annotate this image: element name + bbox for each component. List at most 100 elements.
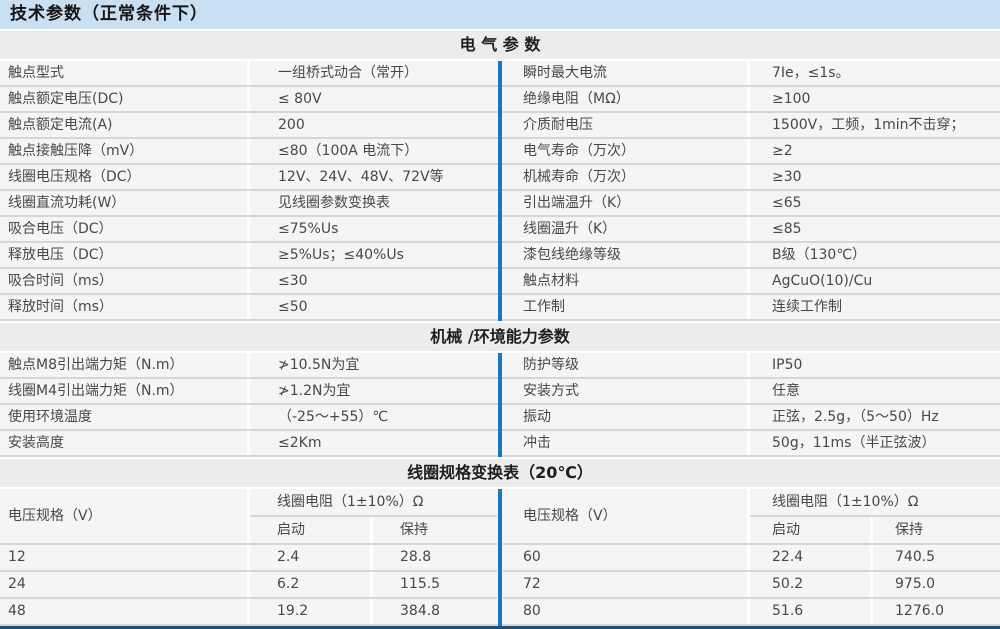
column-gap	[247, 599, 250, 624]
coil-hold-cell: 28.8	[373, 545, 497, 570]
coil-table-left: 电压规格（V） 线圈电阻（1±10%）Ω 启动 保持 12 2.4 28.8 24 6.…	[0, 489, 497, 626]
spec-value: AgCuO(10)/Cu	[750, 269, 1000, 293]
spec-label: 绝缘电阻（MΩ）	[503, 87, 747, 111]
coil-start-cell: 22.4	[750, 545, 870, 570]
column-gap	[247, 353, 250, 377]
column-gap	[870, 599, 873, 624]
column-gap	[247, 217, 250, 241]
column-gap	[747, 599, 750, 624]
column-gap	[247, 243, 250, 267]
column-gap	[247, 87, 250, 111]
spec-label: 触点接触压降（mV）	[0, 139, 247, 163]
spec-value: ≤50	[250, 295, 497, 319]
spec-value: ≥2	[750, 139, 1000, 163]
column-gap	[870, 517, 873, 543]
spec-label: 瞬时最大电流	[503, 61, 747, 85]
spec-value: 任意	[750, 379, 1000, 403]
column-gap	[370, 517, 373, 543]
spec-value: ≥30	[750, 165, 1000, 189]
spec-value: 200	[250, 113, 497, 137]
coil-table-header: 电压规格（V） 线圈电阻（1±10%）Ω 启动 保持	[503, 489, 1000, 545]
column-gap	[370, 545, 373, 570]
column-gap	[247, 431, 250, 455]
coil-table-right: 电压规格（V） 线圈电阻（1±10%）Ω 启动 保持 60 22.4 740.5 72…	[503, 489, 1000, 626]
column-divider-line	[498, 489, 502, 626]
spec-value: 1500V，工频，1min不击穿；	[750, 113, 1000, 137]
column-gap	[247, 379, 250, 403]
spec-row: 释放电压（DC） ≥5%Us；≤40%Us 漆包线绝缘等级 B级（130℃）	[0, 243, 1000, 269]
coil-resistance-header: 线圈电阻（1±10%）Ω	[250, 489, 497, 517]
coil-data-row: 24 6.2 115.5	[0, 572, 497, 599]
voltage-spec-header: 电压规格（V）	[503, 489, 747, 543]
column-gap	[870, 572, 873, 597]
coil-hold-cell: 115.5	[373, 572, 497, 597]
spec-label: 触点M8引出端力矩（N.m）	[0, 353, 247, 377]
mechanical-rows: 触点M8引出端力矩（N.m） ≯10.5N为宜 防护等级 IP50 线圈M4引出端力矩（…	[0, 353, 1000, 457]
column-gap	[247, 61, 250, 85]
spec-value: ≥5%Us；≤40%Us	[250, 243, 497, 267]
spec-value: ≤30	[250, 269, 497, 293]
coil-start-cell: 51.6	[750, 599, 870, 624]
column-gap	[247, 489, 250, 543]
spec-row: 线圈电压规格（DC） 12V、24V、48V、72V等 机械寿命（万次） ≥30	[0, 165, 1000, 191]
spec-value: ≤2Km	[250, 431, 497, 455]
spec-label: 介质耐电压	[503, 113, 747, 137]
column-gap	[747, 87, 750, 111]
spec-label: 引出端温升（K）	[503, 191, 747, 215]
spec-label: 安装方式	[503, 379, 747, 403]
spec-label: 线圈M4引出端力矩（N.m）	[0, 379, 247, 403]
column-gap	[747, 243, 750, 267]
coil-rows-right: 60 22.4 740.5 72 50.2 975.0 80 51.6 1276.0	[503, 545, 1000, 626]
coil-voltage-cell: 60	[503, 545, 747, 570]
column-gap	[747, 405, 750, 429]
spec-label: 线圈直流功耗(W）	[0, 191, 247, 215]
coil-data-row: 72 50.2 975.0	[503, 572, 1000, 599]
spec-value: ≤65	[750, 191, 1000, 215]
column-gap	[747, 431, 750, 455]
spec-value: ≤80（100A 电流下）	[250, 139, 497, 163]
spec-label: 冲击	[503, 431, 747, 455]
coil-start-cell: 2.4	[250, 545, 370, 570]
column-gap	[247, 545, 250, 570]
coil-rows-left: 12 2.4 28.8 24 6.2 115.5 48 19.2 384.8	[0, 545, 497, 626]
page-title: 技术参数（正常条件下）	[0, 0, 1000, 29]
spec-value: 7Ie，≤1s。	[750, 61, 1000, 85]
spec-label: 吸合时间（ms）	[0, 269, 247, 293]
spec-label: 漆包线绝缘等级	[503, 243, 747, 267]
spec-value: 见线圈参数变换表	[250, 191, 497, 215]
spec-label: 防护等级	[503, 353, 747, 377]
spec-label: 工作制	[503, 295, 747, 319]
spec-label: 振动	[503, 405, 747, 429]
column-gap	[747, 545, 750, 570]
spec-row: 使用环境温度 （-25～+55）℃ 振动 正弦，2.5g，（5～50）Hz	[0, 405, 1000, 431]
spec-label: 释放电压（DC）	[0, 243, 247, 267]
column-gap	[747, 489, 750, 543]
spec-value: ≥100	[750, 87, 1000, 111]
section-header-mechanical: 机械 /环境能力参数	[0, 323, 1000, 351]
start-column-header: 启动	[750, 517, 870, 543]
coil-data-row: 80 51.6 1276.0	[503, 599, 1000, 626]
spec-row: 触点型式 一组桥式动合（常开） 瞬时最大电流 7Ie，≤1s。	[0, 61, 1000, 87]
spec-label: 释放时间（ms）	[0, 295, 247, 319]
hold-column-header: 保持	[373, 517, 497, 543]
electrical-table: 触点型式 一组桥式动合（常开） 瞬时最大电流 7Ie，≤1s。 触点额定电压(DC) ≤ …	[0, 61, 1000, 321]
coil-hold-cell: 1276.0	[873, 599, 1000, 624]
column-gap	[247, 269, 250, 293]
column-gap	[747, 295, 750, 319]
spec-label: 触点额定电流(A)	[0, 113, 247, 137]
spec-label: 触点型式	[0, 61, 247, 85]
coil-voltage-cell: 72	[503, 572, 747, 597]
column-gap	[247, 139, 250, 163]
coil-voltage-cell: 80	[503, 599, 747, 624]
spec-label: 电气寿命（万次）	[503, 139, 747, 163]
column-gap	[747, 217, 750, 241]
spec-value: B级（130℃）	[750, 243, 1000, 267]
column-gap	[747, 353, 750, 377]
spec-label: 触点额定电压(DC)	[0, 87, 247, 111]
spec-value: ≯1.2N为宜	[250, 379, 497, 403]
column-gap	[747, 139, 750, 163]
spec-label: 线圈电压规格（DC）	[0, 165, 247, 189]
hold-column-header: 保持	[873, 517, 1000, 543]
spec-value: ≤ 80V	[250, 87, 497, 111]
column-gap	[747, 165, 750, 189]
